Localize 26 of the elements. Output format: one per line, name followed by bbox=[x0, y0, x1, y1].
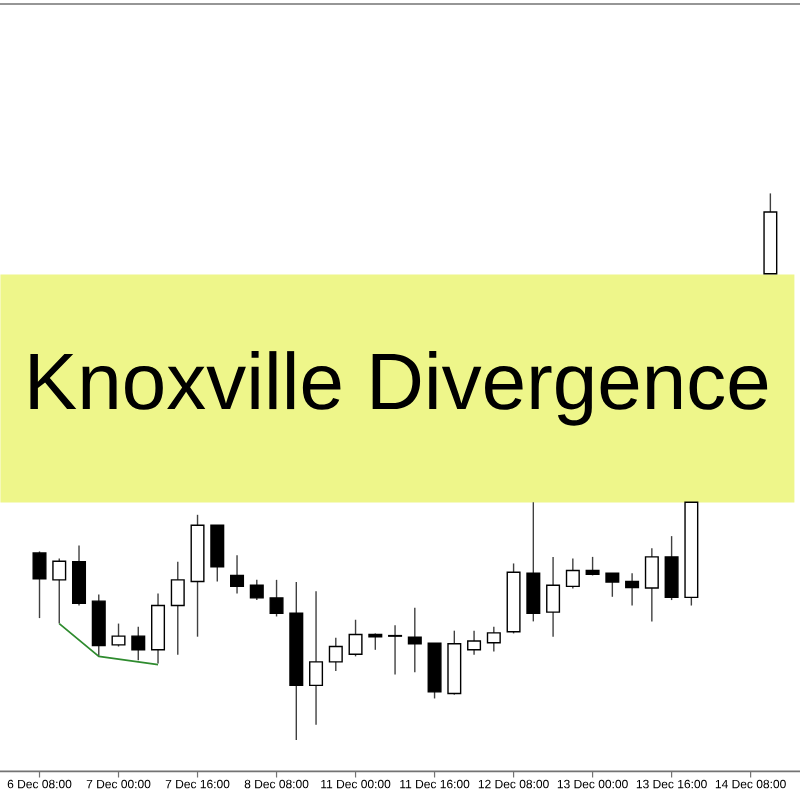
candlestick bbox=[91, 593, 106, 658]
candlestick bbox=[52, 557, 67, 625]
candlestick bbox=[526, 501, 541, 623]
candlestick bbox=[151, 592, 166, 665]
candlestick bbox=[486, 626, 501, 653]
candlestick bbox=[644, 547, 659, 623]
candlestick bbox=[71, 544, 87, 607]
candlestick bbox=[467, 629, 482, 656]
candlestick bbox=[170, 561, 185, 656]
candlestick bbox=[309, 590, 324, 726]
candlestick bbox=[32, 550, 47, 619]
candlestick bbox=[269, 579, 284, 618]
candlestick bbox=[230, 554, 245, 595]
candlestick bbox=[565, 557, 580, 590]
candlestick bbox=[605, 572, 620, 598]
candlestick bbox=[111, 622, 126, 648]
candlestick bbox=[388, 624, 403, 676]
candlestick bbox=[546, 556, 561, 638]
candlestick bbox=[625, 572, 640, 607]
text: Knoxville Divergence bbox=[30, 351, 768, 426]
candlestick bbox=[210, 524, 225, 583]
candlestick bbox=[328, 637, 343, 672]
candlestick bbox=[131, 626, 146, 661]
candlestick bbox=[249, 579, 264, 601]
candlestick bbox=[348, 619, 363, 658]
candlestick bbox=[664, 535, 679, 601]
